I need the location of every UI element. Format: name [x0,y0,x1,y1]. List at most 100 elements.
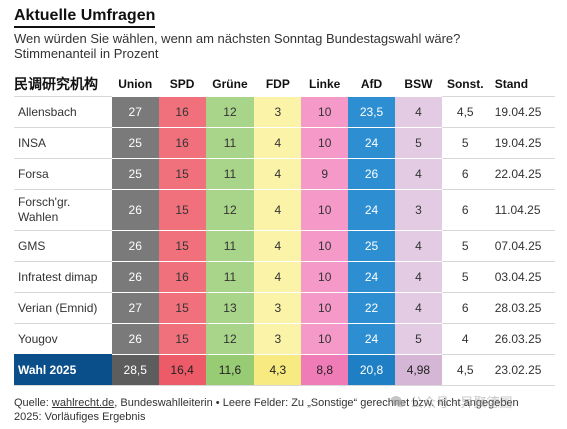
cell-gruene: 11 [205,261,255,293]
cell-bsw: 4 [394,158,442,190]
cell-gruene: 12 [205,189,255,231]
cell-spd: 16 [158,261,206,293]
cell-stand: 19.04.25 [488,96,555,128]
cell-union: 28,5 [111,354,159,386]
cell-stand: 22.04.25 [488,158,555,190]
source-line-2: 2025: Vorläufiges Ergebnis [14,411,146,423]
cell-stand: 03.04.25 [488,261,555,293]
cell-afd: 22 [348,292,395,324]
table-row: Wahl 2025 28,5 16,4 11,6 4,3 8,8 20,8 4,98 4,5 23… [14,354,555,386]
cell-stand: 26.03.25 [488,323,555,355]
table-row: Allensbach 27 16 12 3 10 23,5 4 4,5 19.04.25 [14,96,555,128]
col-header-afd: AfD [360,77,383,91]
institute-name: INSA [18,135,47,150]
institute-name: Infratest dimap [18,269,98,284]
col-header-bsw: BSW [404,77,433,91]
cell-fdp: 4 [254,189,302,231]
cell-union: 27 [111,292,159,324]
cell-union: 25 [111,158,159,190]
source-note: Quelle: wahlrecht.de, Bundeswahlleiterin… [14,396,559,424]
cell-bsw: 5 [394,127,442,159]
institute-name: Forsch'gr. Wahlen [18,195,71,224]
cell-sonst: 5 [441,230,489,262]
cell-fdp: 4 [254,127,302,159]
cell-linke: 10 [301,230,349,262]
cell-afd: 24 [348,323,395,355]
cell-linke: 10 [301,323,349,355]
col-header-institute: 民调研究机构 [14,76,98,92]
wechat-icon [390,395,406,409]
cell-gruene: 13 [205,292,255,324]
cell-spd: 15 [158,323,206,355]
cell-bsw: 4 [394,292,442,324]
cell-sonst: 6 [441,189,489,231]
cell-spd: 16 [158,127,206,159]
cell-institute: Forsch'gr. Wahlen [14,189,112,231]
table-row: INSA 25 16 11 4 10 24 5 5 19.04.25 [14,127,555,159]
cell-gruene: 12 [205,96,255,128]
cell-bsw: 4 [394,96,442,128]
cell-spd: 15 [158,292,206,324]
cell-afd: 20,8 [348,354,395,386]
watermark-text: 公众号 · 异聚德国 [410,395,513,410]
cell-fdp: 4 [254,261,302,293]
cell-stand: 28.03.25 [488,292,555,324]
page-title: Aktuelle Umfragen [14,7,156,28]
col-header-gruene: Grüne [212,77,248,91]
cell-institute: Verian (Emnid) [14,292,112,324]
col-header-sonst: Sonst. [446,77,484,91]
cell-linke: 8,8 [301,354,349,386]
cell-union: 25 [111,127,159,159]
table-row: Infratest dimap 26 16 11 4 10 24 4 5 03.04.25 [14,261,555,293]
table-row: Forsch'gr. Wahlen 26 15 12 4 10 24 3 6 11.04.25 [14,189,555,231]
cell-stand: 19.04.25 [488,127,555,159]
cell-afd: 24 [348,127,395,159]
source-line: Quelle: wahlrecht.de, Bundeswahlleiterin… [14,396,559,410]
cell-spd: 16 [158,96,206,128]
cell-union: 26 [111,230,159,262]
cell-sonst: 5 [441,261,489,293]
cell-union: 26 [111,323,159,355]
cell-union: 26 [111,261,159,293]
col-header-linke: Linke [309,77,341,91]
cell-spd: 16,4 [158,354,206,386]
cell-institute: Yougov [14,323,112,355]
cell-gruene: 11 [205,230,255,262]
institute-name: GMS [18,238,46,253]
cell-gruene: 12 [205,323,255,355]
cell-afd: 26 [348,158,395,190]
cell-spd: 15 [158,158,206,190]
col-header-union: Union [118,77,153,91]
table-header-row: 民调研究机构 Union SPD Grüne FDP Linke AfD BSW… [14,72,555,97]
cell-sonst: 6 [441,292,489,324]
cell-fdp: 4 [254,230,302,262]
cell-linke: 10 [301,261,349,293]
cell-fdp: 3 [254,96,302,128]
subtitle: Wen würden Sie wählen, wenn am nächsten … [14,31,554,61]
cell-linke: 10 [301,292,349,324]
cell-bsw: 4 [394,261,442,293]
institute-name: Yougov [18,331,58,346]
cell-bsw: 4,98 [394,354,442,386]
cell-afd: 25 [348,230,395,262]
cell-sonst: 4,5 [441,354,489,386]
source-link[interactable]: wahlrecht.de [51,397,115,409]
institute-name: Allensbach [18,104,77,119]
cell-gruene: 11 [205,158,255,190]
source-rest: , Bundeswahlleiterin • Leere Felder: Zu … [114,397,519,409]
cell-institute: Allensbach [14,96,112,128]
cell-stand: 11.04.25 [488,189,555,231]
cell-afd: 24 [348,189,395,231]
table-row: Forsa 25 15 11 4 9 26 4 6 22.04.25 [14,158,555,190]
cell-institute: INSA [14,127,112,159]
cell-bsw: 5 [394,323,442,355]
cell-union: 26 [111,189,159,231]
source-prefix: Quelle: [14,397,52,409]
cell-sonst: 4,5 [441,96,489,128]
cell-linke: 10 [301,96,349,128]
subtitle-unit: Stimmenanteil in Prozent [14,46,159,61]
col-header-spd: SPD [169,77,195,91]
cell-linke: 9 [301,158,349,190]
cell-stand: 23.02.25 [488,354,555,386]
cell-fdp: 3 [254,292,302,324]
